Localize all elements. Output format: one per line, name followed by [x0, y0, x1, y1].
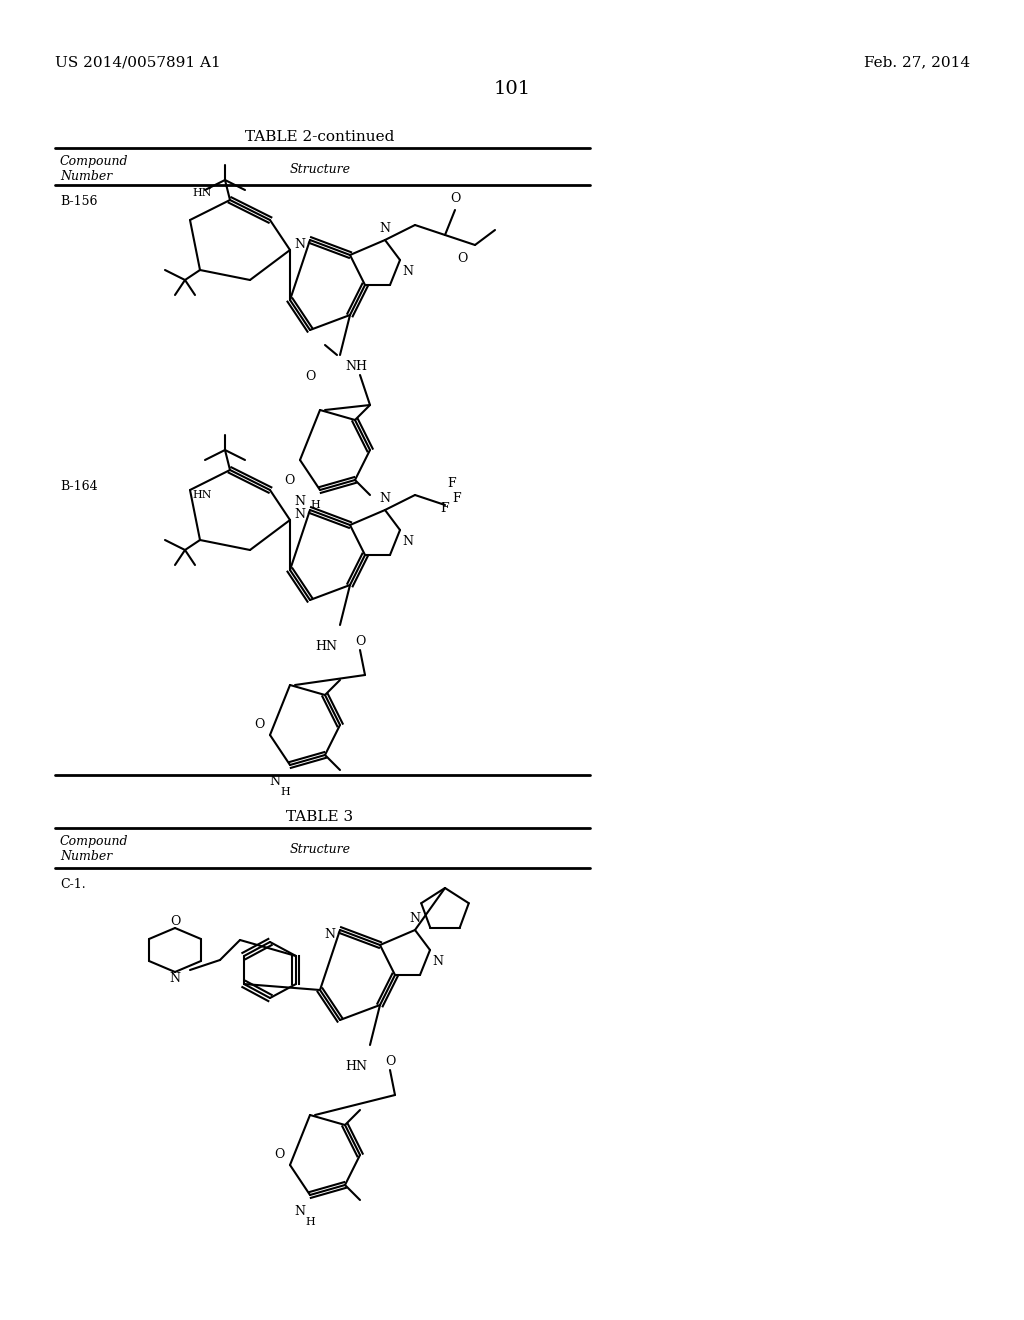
- Text: O: O: [355, 635, 366, 648]
- Text: O: O: [255, 718, 265, 731]
- Text: N: N: [380, 222, 390, 235]
- Text: HN: HN: [345, 1060, 367, 1073]
- Text: F: F: [440, 502, 449, 515]
- Text: Compound: Compound: [60, 836, 128, 847]
- Text: N: N: [294, 508, 305, 521]
- Text: N: N: [294, 239, 305, 252]
- Text: O: O: [305, 370, 315, 383]
- Text: N: N: [269, 775, 280, 788]
- Text: N: N: [170, 972, 180, 985]
- Text: O: O: [450, 191, 461, 205]
- Text: O: O: [457, 252, 467, 265]
- Text: N: N: [294, 495, 305, 508]
- Text: Number: Number: [60, 850, 113, 863]
- Text: HN: HN: [315, 640, 337, 653]
- Text: TABLE 2-continued: TABLE 2-continued: [246, 129, 394, 144]
- Text: 101: 101: [494, 81, 530, 98]
- Text: Number: Number: [60, 170, 113, 183]
- Text: O: O: [274, 1148, 285, 1162]
- Text: B-164: B-164: [60, 480, 97, 492]
- Text: TABLE 3: TABLE 3: [287, 810, 353, 824]
- Text: H: H: [310, 500, 319, 510]
- Text: Structure: Structure: [290, 843, 350, 855]
- Text: C-1.: C-1.: [60, 878, 86, 891]
- Text: Feb. 27, 2014: Feb. 27, 2014: [864, 55, 970, 69]
- Text: N: N: [432, 954, 443, 968]
- Text: HN: HN: [193, 490, 212, 500]
- Text: N: N: [410, 912, 421, 925]
- Text: N: N: [402, 265, 413, 279]
- Text: Compound: Compound: [60, 154, 128, 168]
- Text: O: O: [285, 474, 295, 487]
- Text: N: N: [380, 492, 390, 506]
- Text: F: F: [452, 492, 461, 506]
- Text: N: N: [402, 535, 413, 548]
- Text: US 2014/0057891 A1: US 2014/0057891 A1: [55, 55, 221, 69]
- Text: O: O: [385, 1055, 395, 1068]
- Text: HN: HN: [193, 187, 212, 198]
- Text: O: O: [170, 915, 180, 928]
- Text: B-156: B-156: [60, 195, 97, 209]
- Text: H: H: [281, 787, 290, 797]
- Text: NH: NH: [345, 360, 367, 374]
- Text: N: N: [324, 928, 335, 941]
- Text: F: F: [447, 477, 456, 490]
- Text: Structure: Structure: [290, 162, 350, 176]
- Text: H: H: [305, 1217, 314, 1228]
- Text: N: N: [294, 1205, 305, 1218]
